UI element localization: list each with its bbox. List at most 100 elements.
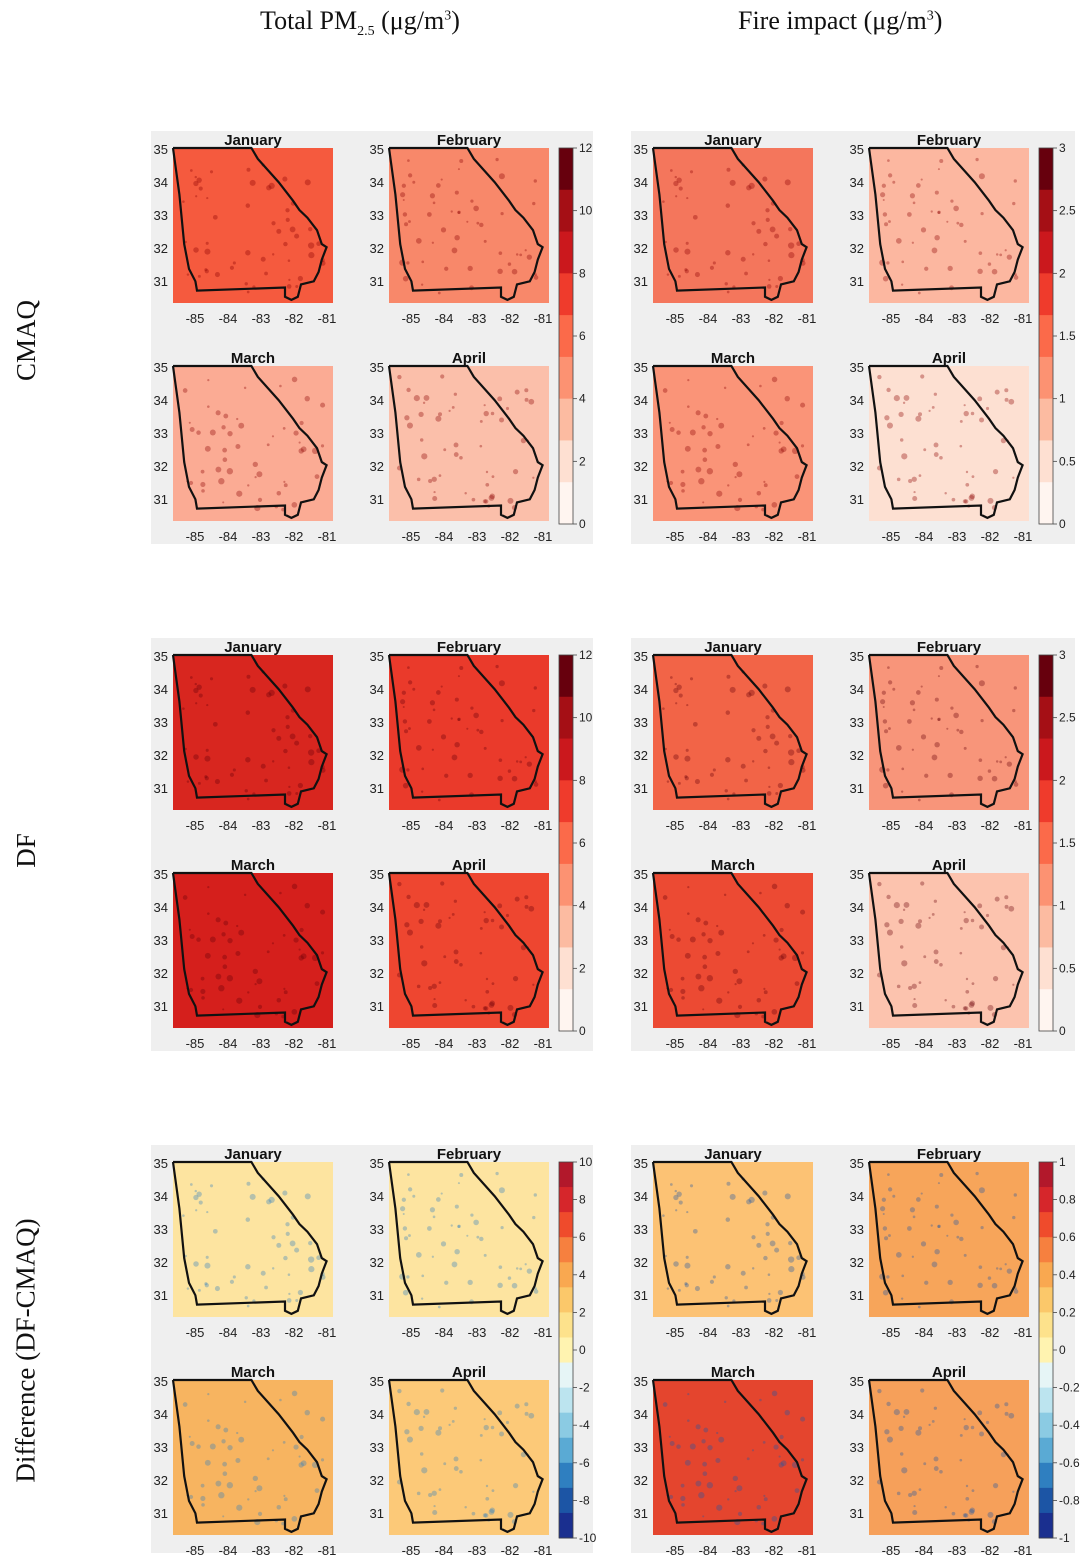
map-speckle [777,1289,783,1296]
lat-tick-label: 31 [634,274,648,289]
lat-tick-label: 35 [370,649,384,664]
map-speckle [204,445,211,452]
lon-tick-label: -84 [699,1543,718,1557]
map-speckle [194,682,197,686]
map-speckle [428,1492,433,1498]
map-speckle [763,1497,768,1502]
lon-tick-label: -81 [798,529,817,544]
map-speckle [901,453,908,460]
lon-tick-label: -81 [798,1543,817,1557]
map-speckle [959,1236,964,1242]
map-speckle [771,883,778,890]
map-speckle [668,1494,674,1500]
map-speckle [746,185,752,191]
map-speckle [918,981,922,984]
map-speckle [900,283,904,286]
lat-tick-label: 33 [634,1222,648,1237]
map-speckle [511,1282,518,1289]
map-speckle [401,690,406,695]
lon-tick-label: -81 [1014,1543,1033,1557]
map-speckle [534,273,537,276]
colorbar-segment [559,1212,573,1238]
lon-tick-label: -84 [699,818,718,833]
map-speckle [979,1431,985,1437]
map-speckle [969,1000,976,1007]
map-speckle [947,772,953,779]
map-speckle [533,782,539,787]
map-speckle [282,683,288,689]
map-speckle [774,233,780,239]
map-speckle [1012,201,1016,206]
map-speckle [236,924,239,928]
map-speckle [896,477,901,482]
map-speckle [963,1424,969,1431]
lon-tick-label: -83 [468,529,487,544]
lon-tick-label: -84 [699,1036,718,1051]
map-speckle [298,948,301,951]
map-speckle [962,499,967,504]
map-speckle [899,438,904,442]
lat-tick-label: 31 [154,492,168,507]
lat-tick-label: 33 [850,715,864,730]
lon-tick-label: -82 [501,1543,520,1557]
lon-tick-label: -82 [981,1036,1000,1051]
map-speckle [271,435,275,438]
state-border [171,1160,328,1316]
map-speckle [951,497,956,502]
map-speckle [937,1225,941,1228]
lat-tick-label: 35 [850,1374,864,1389]
map-speckle [514,389,520,395]
lon-tick-label: -83 [252,818,271,833]
map-speckle [756,1505,762,1510]
map-speckle [907,212,912,217]
map-speckle [479,222,484,228]
map-speckle [215,466,222,473]
colorbar-label: 0.8 [1059,1193,1076,1207]
map-speckle [196,937,201,942]
map-speckle [695,973,702,980]
map-speckle [448,916,451,919]
map-speckle [232,1275,236,1279]
lat-tick-label: 34 [154,175,168,190]
lat-tick-label: 34 [634,682,648,697]
map-speckle [276,228,282,234]
lat-tick-label: 32 [370,241,384,256]
map-speckle [200,1495,206,1502]
map-speckle [402,275,409,282]
map-speckle [186,273,190,276]
map-speckle [298,955,304,961]
map-speckle [407,680,413,685]
map-speckle [214,272,220,278]
map-speckle [978,1187,985,1194]
map-speckle [422,1415,426,1419]
lat-tick-label: 32 [154,459,168,474]
map-speckle [204,1459,211,1466]
lat-tick-label: 35 [154,867,168,882]
panel-title: February [437,1146,502,1163]
map-speckle [687,379,690,382]
lat-tick-label: 32 [154,966,168,981]
map-speckle [429,1207,436,1213]
lat-tick-label: 31 [370,1506,384,1521]
lon-tick-label: -84 [219,1543,238,1557]
map-speckle [534,1287,537,1290]
map-speckle [684,1459,691,1466]
map-speckle [524,904,529,909]
map-speckle [777,782,783,789]
lat-tick-label: 33 [634,933,648,948]
map-speckle [970,1425,975,1430]
lat-tick-label: 35 [154,142,168,157]
map-speckle [888,727,891,730]
map-speckle [778,441,781,444]
map-speckle [800,1416,806,1422]
map-speckle [207,1393,210,1396]
map-speckle [676,177,682,183]
map-speckle [694,779,700,785]
map-speckle [406,1401,411,1407]
colorbar-segment [1039,1262,1053,1288]
colorbar-label: 2.5 [1059,711,1076,725]
map-speckle [882,212,888,217]
map-speckle [715,1457,721,1463]
